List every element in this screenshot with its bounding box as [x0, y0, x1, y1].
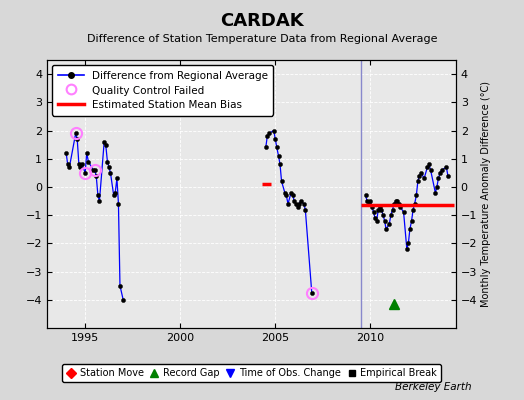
- Legend: Station Move, Record Gap, Time of Obs. Change, Empirical Break: Station Move, Record Gap, Time of Obs. C…: [62, 364, 441, 382]
- Text: Berkeley Earth: Berkeley Earth: [395, 382, 472, 392]
- Text: CARDAK: CARDAK: [220, 12, 304, 30]
- Text: Difference of Station Temperature Data from Regional Average: Difference of Station Temperature Data f…: [87, 34, 437, 44]
- Y-axis label: Monthly Temperature Anomaly Difference (°C): Monthly Temperature Anomaly Difference (…: [482, 81, 492, 307]
